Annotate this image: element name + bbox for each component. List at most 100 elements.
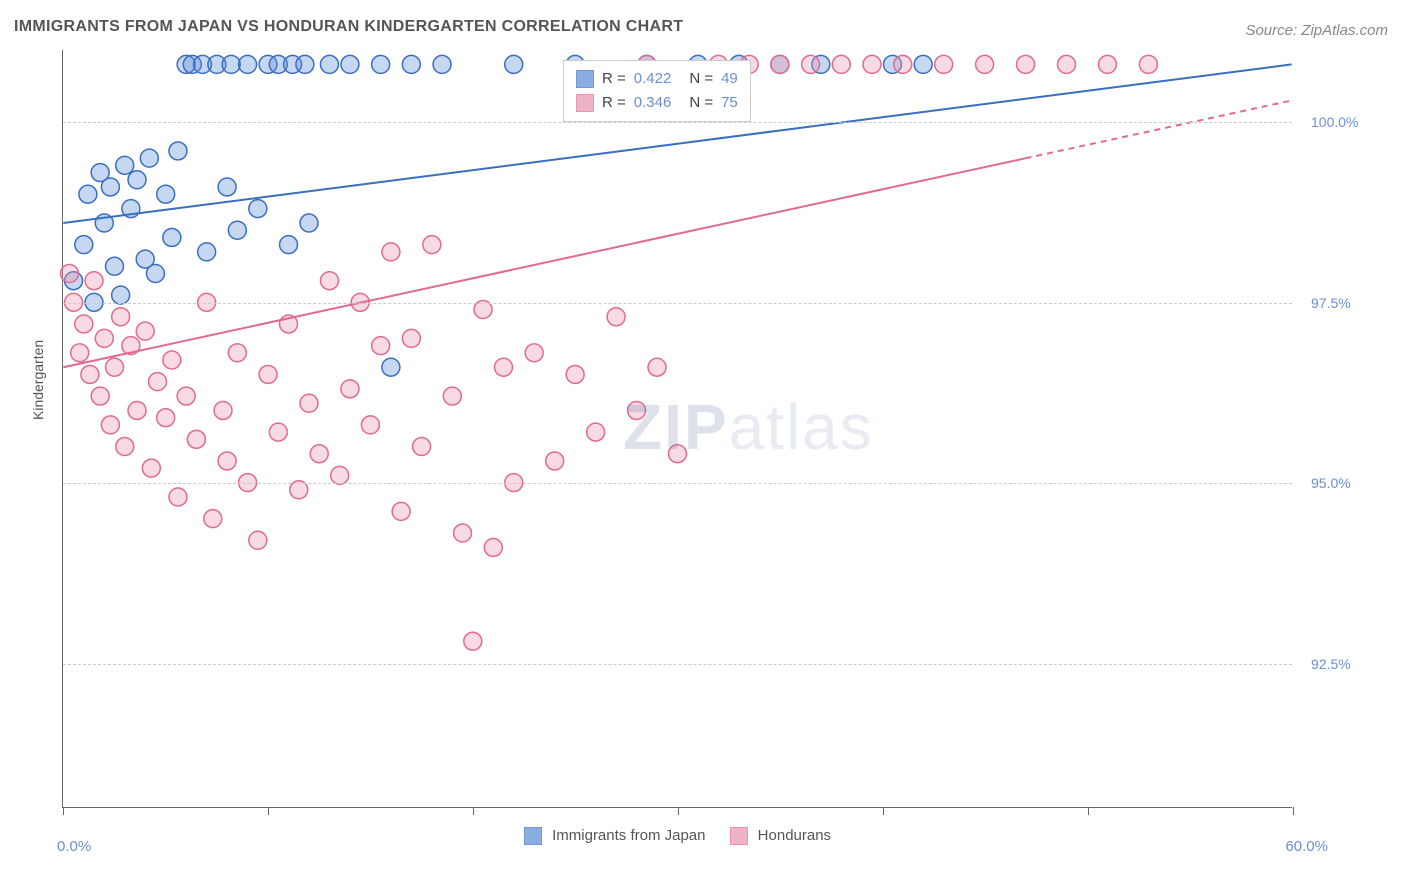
scatter-point-honduran: [85, 272, 103, 290]
scatter-point-honduran: [136, 322, 154, 340]
trendline-honduran: [63, 158, 1025, 367]
scatter-point-honduran: [331, 466, 349, 484]
scatter-point-japan: [228, 221, 246, 239]
scatter-point-honduran: [361, 416, 379, 434]
scatter-point-japan: [505, 55, 523, 73]
scatter-point-honduran: [546, 452, 564, 470]
legend-row-japan: R = 0.422 N = 49: [576, 67, 738, 91]
scatter-point-japan: [372, 55, 390, 73]
scatter-point-honduran: [101, 416, 119, 434]
gridline: [63, 122, 1292, 123]
scatter-point-honduran: [1098, 55, 1116, 73]
correlation-legend: R = 0.422 N = 49 R = 0.346 N = 75: [563, 60, 751, 122]
scatter-point-honduran: [320, 272, 338, 290]
scatter-point-honduran: [75, 315, 93, 333]
scatter-point-honduran: [648, 358, 666, 376]
source-attribution: Source: ZipAtlas.com: [1245, 22, 1388, 39]
scatter-point-japan: [146, 265, 164, 283]
legend-r-label: R =: [602, 91, 626, 115]
scatter-point-honduran: [863, 55, 881, 73]
legend-swatch-honduran-icon: [730, 827, 748, 845]
scatter-point-japan: [296, 55, 314, 73]
scatter-point-honduran: [106, 358, 124, 376]
scatter-point-honduran: [525, 344, 543, 362]
y-axis-label: Kindergarten: [30, 340, 46, 420]
scatter-point-honduran: [454, 524, 472, 542]
scatter-point-honduran: [566, 365, 584, 383]
legend-swatch-japan: [576, 70, 594, 88]
scatter-point-honduran: [71, 344, 89, 362]
scatter-point-japan: [914, 55, 932, 73]
x-tick: [1088, 807, 1089, 815]
scatter-point-honduran: [484, 538, 502, 556]
scatter-point-honduran: [269, 423, 287, 441]
legend-n-value-japan: 49: [721, 67, 738, 91]
scatter-point-honduran: [187, 430, 205, 448]
scatter-point-honduran: [976, 55, 994, 73]
legend-label-japan: Immigrants from Japan: [552, 827, 705, 844]
scatter-point-honduran: [218, 452, 236, 470]
x-axis-end-label: 60.0%: [1285, 838, 1328, 855]
scatter-point-japan: [101, 178, 119, 196]
scatter-point-japan: [140, 149, 158, 167]
scatter-point-japan: [249, 200, 267, 218]
scatter-point-japan: [382, 358, 400, 376]
legend-n-label: N =: [689, 67, 713, 91]
legend-item-japan: Immigrants from Japan: [524, 827, 706, 845]
scatter-point-japan: [341, 55, 359, 73]
plot-area: ZIPatlas R = 0.422 N = 49 R = 0.346 N = …: [62, 50, 1292, 808]
scatter-point-honduran: [771, 55, 789, 73]
scatter-point-honduran: [81, 365, 99, 383]
scatter-point-honduran: [60, 265, 78, 283]
scatter-point-honduran: [112, 308, 130, 326]
scatter-point-honduran: [402, 329, 420, 347]
scatter-point-honduran: [300, 394, 318, 412]
scatter-point-honduran: [169, 488, 187, 506]
scatter-point-honduran: [423, 236, 441, 254]
scatter-point-honduran: [935, 55, 953, 73]
legend-swatch-honduran: [576, 94, 594, 112]
legend-r-label: R =: [602, 67, 626, 91]
scatter-point-japan: [163, 228, 181, 246]
scatter-point-japan: [75, 236, 93, 254]
chart-svg: [63, 50, 1292, 807]
legend-n-value-honduran: 75: [721, 91, 738, 115]
scatter-point-honduran: [1057, 55, 1075, 73]
scatter-point-honduran: [148, 373, 166, 391]
scatter-point-japan: [79, 185, 97, 203]
scatter-point-honduran: [142, 459, 160, 477]
scatter-point-honduran: [894, 55, 912, 73]
scatter-point-honduran: [413, 438, 431, 456]
scatter-point-honduran: [607, 308, 625, 326]
x-tick: [1293, 807, 1294, 815]
x-tick: [473, 807, 474, 815]
scatter-point-honduran: [372, 337, 390, 355]
x-tick: [678, 807, 679, 815]
scatter-point-honduran: [95, 329, 113, 347]
scatter-point-honduran: [443, 387, 461, 405]
scatter-point-honduran: [341, 380, 359, 398]
chart-title: IMMIGRANTS FROM JAPAN VS HONDURAN KINDER…: [14, 18, 683, 36]
scatter-point-honduran: [259, 365, 277, 383]
scatter-point-honduran: [494, 358, 512, 376]
scatter-point-honduran: [802, 55, 820, 73]
y-tick-label: 95.0%: [1311, 475, 1351, 491]
legend-bottom: Immigrants from Japan Hondurans: [63, 827, 1292, 845]
scatter-point-japan: [157, 185, 175, 203]
scatter-point-japan: [280, 236, 298, 254]
scatter-point-honduran: [832, 55, 850, 73]
scatter-point-japan: [239, 55, 257, 73]
scatter-point-japan: [112, 286, 130, 304]
legend-n-label: N =: [689, 91, 713, 115]
scatter-point-honduran: [382, 243, 400, 261]
legend-r-value-honduran: 0.346: [634, 91, 672, 115]
x-tick: [883, 807, 884, 815]
y-tick-label: 92.5%: [1311, 656, 1351, 672]
scatter-point-honduran: [669, 445, 687, 463]
x-axis-start-label: 0.0%: [57, 838, 91, 855]
scatter-point-honduran: [249, 531, 267, 549]
gridline: [63, 664, 1292, 665]
scatter-point-japan: [433, 55, 451, 73]
legend-item-honduran: Hondurans: [730, 827, 832, 845]
scatter-point-japan: [128, 171, 146, 189]
